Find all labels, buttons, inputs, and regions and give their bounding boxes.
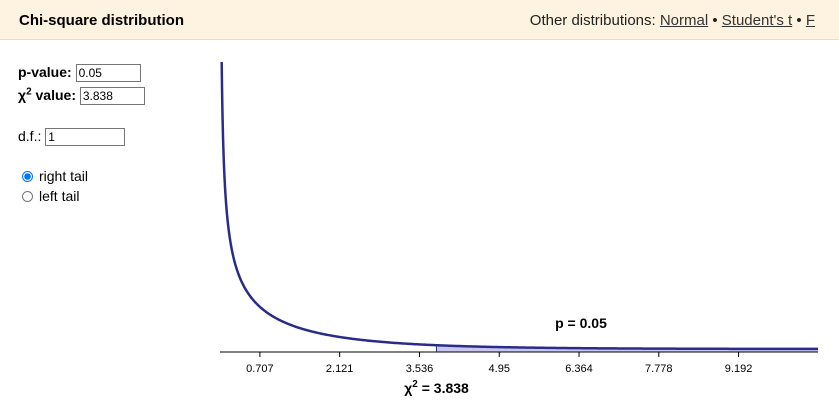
- df-row: d.f.:: [18, 128, 126, 147]
- x-axis-ticks: 0.707 2.121 3.536 4.95 6.364 7.778 9.192: [246, 352, 752, 375]
- p-value-row: p-value:: [18, 64, 141, 83]
- df-label: d.f.:: [18, 128, 42, 144]
- chi-value-label: χ2 value:: [18, 86, 76, 103]
- nav-link-normal[interactable]: Normal: [659, 12, 709, 29]
- distribution-nav: Other distributions: Normal • Student's …: [530, 12, 815, 29]
- x-tick-label: 0.707: [246, 363, 274, 375]
- p-annotation: p = 0.05: [555, 315, 607, 331]
- x-tick-label: 2.121: [326, 363, 354, 375]
- left-tail-radio[interactable]: [22, 191, 33, 202]
- right-tail-label: right tail: [39, 168, 89, 184]
- nav-link-f[interactable]: F: [805, 12, 815, 29]
- density-curve: [220, 61, 818, 351]
- nav-link-students-t[interactable]: Student's t: [721, 12, 793, 29]
- p-value-input[interactable]: [75, 64, 141, 83]
- x-tick-label: 9.192: [725, 363, 753, 375]
- nav-prefix: Other distributions:: [529, 12, 656, 29]
- nav-separator: •: [712, 12, 718, 29]
- p-value-label: p-value:: [18, 64, 72, 80]
- x-tick-label: 3.536: [406, 363, 434, 375]
- left-tail-option[interactable]: left tail: [22, 188, 79, 204]
- x-tick-label: 4.95: [489, 363, 510, 375]
- x-tick-label: 7.778: [645, 363, 673, 375]
- left-tail-label: left tail: [39, 188, 80, 204]
- right-tail-radio[interactable]: [22, 171, 33, 182]
- critical-value-annotation: χ2 = 3.838: [404, 379, 469, 396]
- page-title: Chi-square distribution: [19, 12, 184, 29]
- chi-value-row: χ2 value:: [18, 86, 145, 105]
- nav-separator: •: [796, 12, 802, 29]
- right-tail-option[interactable]: right tail: [22, 168, 88, 184]
- x-tick-label: 6.364: [565, 363, 593, 375]
- chi-value-input[interactable]: [79, 86, 145, 105]
- header-bar: Chi-square distribution Other distributi…: [0, 0, 839, 40]
- df-input[interactable]: [45, 128, 126, 147]
